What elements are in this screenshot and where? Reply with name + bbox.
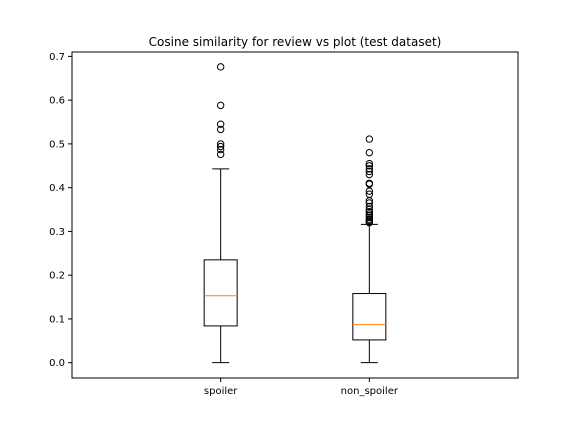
plot-frame: [72, 52, 518, 378]
y-tick-label: 0.6: [49, 96, 65, 107]
box-spoiler: [204, 64, 237, 363]
y-tick-label: 0.3: [49, 227, 65, 238]
y-tick-label: 0.4: [49, 183, 65, 194]
y-tick-label: 0.0: [49, 358, 65, 369]
x-tick-label-non_spoiler: non_spoiler: [341, 386, 399, 397]
x-tick-label-spoiler: spoiler: [204, 386, 238, 397]
outlier-point: [217, 151, 223, 157]
outlier-point: [217, 64, 223, 70]
y-axis: 0.0 0.1 0.2 0.3 0.4 0.5 0.6 0.7: [49, 52, 72, 369]
y-tick-label: 0.5: [49, 139, 65, 150]
y-tick-label: 0.7: [49, 52, 65, 63]
outlier-point: [366, 136, 372, 142]
box-non_spoiler: [353, 136, 386, 363]
chart-title: Cosine similarity for review vs plot (te…: [149, 35, 442, 49]
iqr-box: [353, 294, 386, 340]
y-tick-label: 0.2: [49, 271, 65, 282]
y-tick-label: 0.1: [49, 314, 65, 325]
x-axis: spoiler non_spoiler: [204, 378, 399, 397]
outlier-point: [366, 149, 372, 155]
outlier-point: [217, 102, 223, 108]
boxes-group: [204, 64, 386, 363]
iqr-box: [204, 260, 237, 326]
